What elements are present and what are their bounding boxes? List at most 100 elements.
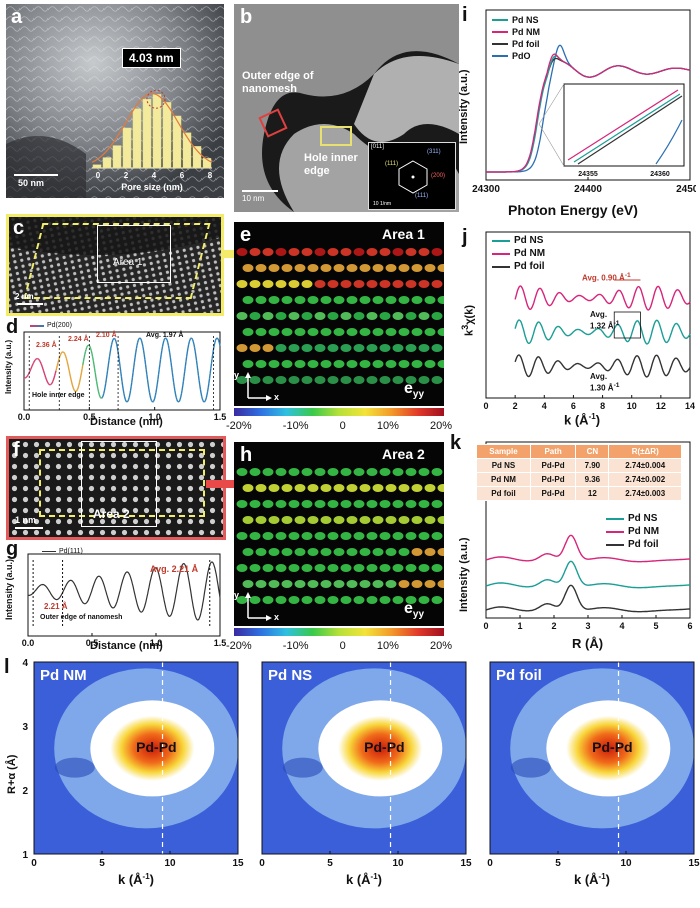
profile-segment [34, 358, 37, 361]
profile-segment [182, 381, 185, 386]
panel-a: a 0 2 4 6 8 Pore size (nm) 4.03 nm 50 nm [6, 4, 224, 198]
profile-segment [45, 378, 48, 381]
profile-segment [38, 359, 41, 362]
panel-j: 0 2 4 6 8 10 12 14 j Pd NS Pd NM Pd foil Avg. 0… [456, 226, 696, 430]
profile-segment [116, 344, 119, 349]
strain-atom [268, 360, 280, 368]
profile-segment [123, 393, 126, 398]
profile-segment [173, 386, 176, 391]
profile-segment [148, 392, 151, 396]
profile-segment [107, 360, 110, 366]
profile-segment [187, 344, 190, 349]
strain-atom [424, 328, 436, 336]
strain-atom [359, 484, 371, 492]
profile-segment [150, 398, 153, 401]
strain-atom [405, 596, 417, 604]
strain-atom [346, 328, 358, 336]
profile-segment [114, 339, 117, 343]
strain-atom [301, 280, 313, 288]
profile-segment [145, 369, 148, 375]
strain-atom [353, 280, 365, 288]
y-axis-label: Intensity (a.u.) [4, 558, 14, 620]
zoom-line [538, 83, 565, 125]
tick-label: 10 [392, 858, 404, 869]
tick-label: 12 [656, 401, 666, 411]
strain-atom [236, 280, 248, 288]
wavelet-peak [546, 700, 671, 797]
strain-atom [366, 344, 378, 352]
scale-bar-label: 10 nm [242, 194, 265, 203]
strain-atom [314, 280, 326, 288]
strain-atom [405, 344, 417, 352]
strain-atom [411, 484, 423, 492]
strain-atom [366, 248, 378, 256]
profile-segment [42, 370, 45, 374]
tick-label: 8 [600, 401, 605, 411]
strain-atom [301, 312, 313, 320]
profile-segment [93, 364, 96, 369]
profile-segment [123, 396, 126, 400]
profile-segment [204, 397, 207, 401]
profile-segment [206, 387, 209, 392]
strain-atom [372, 548, 384, 556]
profile-segment [78, 382, 81, 386]
legend-item: Pd foil [492, 38, 540, 50]
strain-atom [294, 516, 306, 524]
strain-atom [353, 500, 365, 508]
legend-i: Pd NS Pd NM Pd foil PdO [492, 14, 540, 62]
profile-line [28, 561, 221, 621]
profile-segment [94, 372, 97, 378]
profile-segment [82, 361, 85, 366]
pore-size-callout: 4.03 nm [122, 48, 181, 68]
strain-atom [268, 296, 280, 304]
tick-label: 0.5 [83, 412, 96, 422]
strain-atom [437, 580, 444, 588]
profile-segment [172, 382, 175, 387]
strain-atom [372, 360, 384, 368]
fit-table: Sample Path CN R(±ΔR) Pd NS Pd-Pd 7.90 2.74±0.… [476, 444, 682, 501]
strain-atom [340, 564, 352, 572]
profile-segment [170, 362, 173, 368]
strain-atom [346, 360, 358, 368]
strain-atom [307, 328, 319, 336]
sem-image [6, 4, 224, 198]
strain-atom [281, 516, 293, 524]
strain-label: eyy [404, 600, 425, 621]
strain-atom [424, 580, 436, 588]
profile-segment [101, 396, 103, 399]
inset-Pd-foil [577, 95, 683, 165]
profile-segment [140, 340, 143, 344]
profile-segment [91, 356, 94, 361]
x-axis-label-sup: -1 [143, 872, 151, 881]
colorbar-ticks-h: -20% -10% 0 10% 20% [226, 640, 452, 652]
strain-atom [398, 548, 410, 556]
profile-segment [47, 382, 50, 385]
strain-atom [307, 264, 319, 272]
colorbar-h [234, 628, 444, 636]
tick: -20% [226, 640, 252, 652]
fft-label-311: (311) [427, 149, 441, 155]
strain-atom [431, 312, 443, 320]
profile-segment [44, 374, 47, 378]
tick-label: 0 [483, 621, 488, 631]
profile-segment [40, 364, 43, 368]
profile-segment [79, 375, 82, 380]
strain-atom [236, 312, 248, 320]
strain-atom [437, 516, 444, 524]
strain-atom [405, 248, 417, 256]
profile-segment [129, 390, 132, 395]
strain-atom [288, 280, 300, 288]
strain-atom [346, 516, 358, 524]
line-profile-d: 0.0 0.5 1.0 1.5 [18, 331, 226, 422]
x-axis-label-text: k (Å [574, 872, 599, 887]
tick: 20% [429, 640, 452, 652]
strain-atom [281, 264, 293, 272]
strain-atom [314, 376, 326, 384]
wavelet-peak [318, 700, 443, 797]
strain-atom [327, 248, 339, 256]
profile-segment [35, 358, 37, 360]
strain-atom [320, 580, 332, 588]
profile-segment [171, 372, 174, 378]
x-axis-label: k (Å-1) [564, 412, 601, 428]
tick: 0 [339, 640, 346, 652]
